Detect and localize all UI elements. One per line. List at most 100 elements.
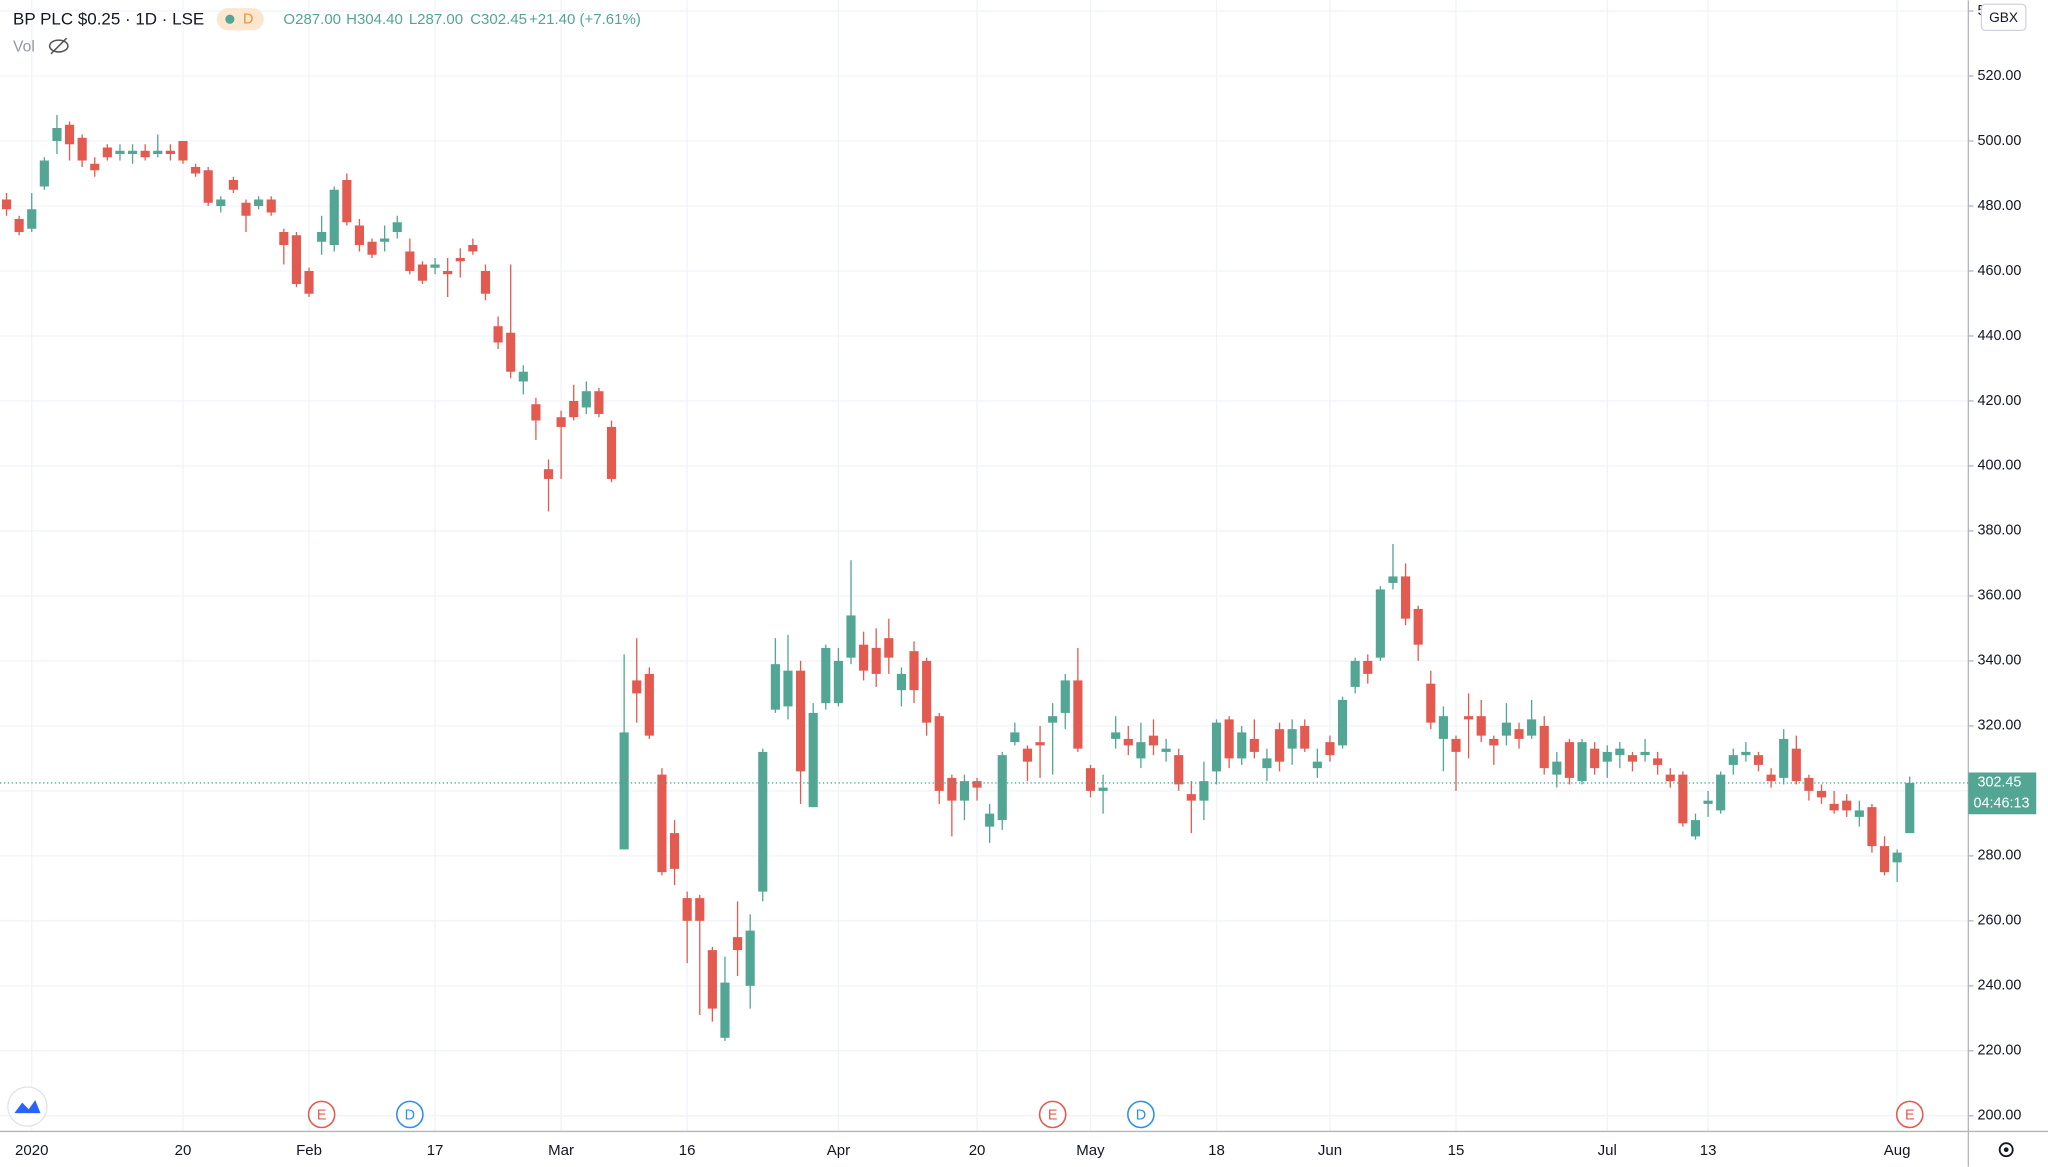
candle-body	[745, 930, 755, 986]
ohlc-open: O287.00	[283, 11, 341, 28]
candle-body	[707, 950, 717, 1009]
candle-body	[417, 264, 428, 281]
candle-body	[329, 189, 339, 245]
y-tick-label: 240.00	[1977, 978, 2021, 994]
candle-body	[1564, 742, 1575, 778]
event-marker-label: D	[1136, 1108, 1146, 1124]
y-tick-label: 500.00	[1977, 133, 2021, 149]
candle-body	[1627, 755, 1638, 762]
candle-body	[1300, 725, 1310, 749]
candle-body	[543, 469, 554, 479]
candle-body	[1829, 803, 1839, 811]
candle-body	[39, 160, 49, 187]
candle-body	[1879, 846, 1890, 873]
candle-body	[1199, 781, 1209, 801]
candle-body	[1123, 738, 1133, 746]
candle-body	[380, 238, 390, 242]
volume-label: Vol	[13, 38, 35, 55]
status-pill[interactable]	[216, 8, 264, 31]
candle-body	[783, 670, 793, 707]
event-marker[interactable]	[1038, 1100, 1067, 1129]
gear-ring	[1998, 1142, 2014, 1158]
candle-body	[1363, 660, 1373, 674]
candle-body	[140, 150, 150, 158]
candle-body	[153, 150, 163, 155]
candle-body	[254, 199, 264, 207]
candle-body	[1375, 589, 1385, 658]
x-tick-label: Jul	[1598, 1142, 1617, 1159]
candle-body	[228, 180, 238, 190]
candle-body	[1527, 719, 1537, 736]
candle-body	[1174, 755, 1184, 785]
candle-body	[1211, 722, 1222, 772]
event-marker[interactable]	[1127, 1100, 1155, 1129]
candle-body	[632, 680, 642, 694]
candle-body	[1741, 751, 1751, 756]
y-tick-label: 260.00	[1977, 913, 2021, 929]
candle-body	[1842, 800, 1852, 811]
candle-body	[959, 781, 970, 801]
candle-body	[241, 202, 251, 216]
bar-countdown: 04:46:13	[1974, 796, 2030, 812]
candle-body	[556, 417, 566, 427]
last-price-tag	[1968, 772, 2037, 815]
candle-body	[569, 400, 579, 418]
y-tick-label: 400.00	[1977, 458, 2021, 474]
candle-body	[1716, 774, 1726, 811]
candle-body	[833, 660, 843, 704]
ohlc-change: +21.40 (+7.61%)	[529, 11, 641, 28]
x-tick-label: Mar	[548, 1142, 574, 1159]
logo-button[interactable]	[7, 1086, 48, 1127]
candle-body	[1312, 761, 1322, 769]
candle-body	[947, 777, 957, 801]
x-tick-label: 20	[175, 1142, 192, 1159]
y-tick-label: 380.00	[1977, 523, 2021, 539]
candle-body	[1905, 782, 1915, 834]
candle-body	[291, 235, 301, 284]
candle-body	[1552, 761, 1562, 775]
candle-body	[1476, 716, 1486, 736]
candle-body	[266, 199, 276, 213]
candle-body	[1085, 768, 1096, 791]
candle-body	[1615, 748, 1625, 756]
candle-body	[1438, 716, 1448, 739]
candle-body	[1854, 810, 1864, 817]
currency-badge[interactable]	[1980, 3, 2027, 32]
event-marker-label: D	[405, 1108, 415, 1124]
candle-body	[770, 664, 780, 710]
candle-body	[720, 982, 730, 1038]
candle-body	[644, 673, 654, 736]
x-tick-label: 13	[1700, 1142, 1717, 1159]
candle-body	[972, 781, 982, 788]
candle-body	[1602, 751, 1612, 762]
candle-body	[518, 371, 528, 382]
ohlc-close: C302.45	[470, 11, 527, 28]
y-tick-label: 220.00	[1977, 1043, 2021, 1059]
candle-body	[430, 264, 440, 268]
candle-body	[1577, 742, 1587, 782]
event-marker[interactable]	[1895, 1100, 1924, 1129]
candle-body	[1337, 699, 1348, 746]
candle-body	[468, 244, 478, 252]
candle-body	[1073, 680, 1083, 749]
candle-body	[1753, 755, 1764, 765]
candle-body	[1665, 774, 1675, 782]
candle-body	[1690, 820, 1701, 837]
settings-gear[interactable]	[1998, 1142, 2014, 1158]
candle-body	[1098, 787, 1108, 791]
candle-body	[1048, 716, 1058, 723]
candle-body	[1161, 748, 1171, 752]
candle-body	[480, 270, 491, 294]
x-tick-label: 18	[1208, 1142, 1225, 1159]
y-tick-label: 280.00	[1977, 848, 2021, 864]
candle-body	[1514, 729, 1524, 739]
candle-body	[1766, 774, 1776, 782]
candle-body	[1249, 738, 1259, 752]
candle-body	[493, 326, 503, 343]
currency-label: GBX	[1989, 10, 2018, 25]
event-marker[interactable]	[396, 1100, 424, 1129]
hide-volume-icon[interactable]	[48, 37, 69, 55]
event-marker[interactable]	[307, 1100, 336, 1129]
candle-body	[1892, 852, 1902, 863]
